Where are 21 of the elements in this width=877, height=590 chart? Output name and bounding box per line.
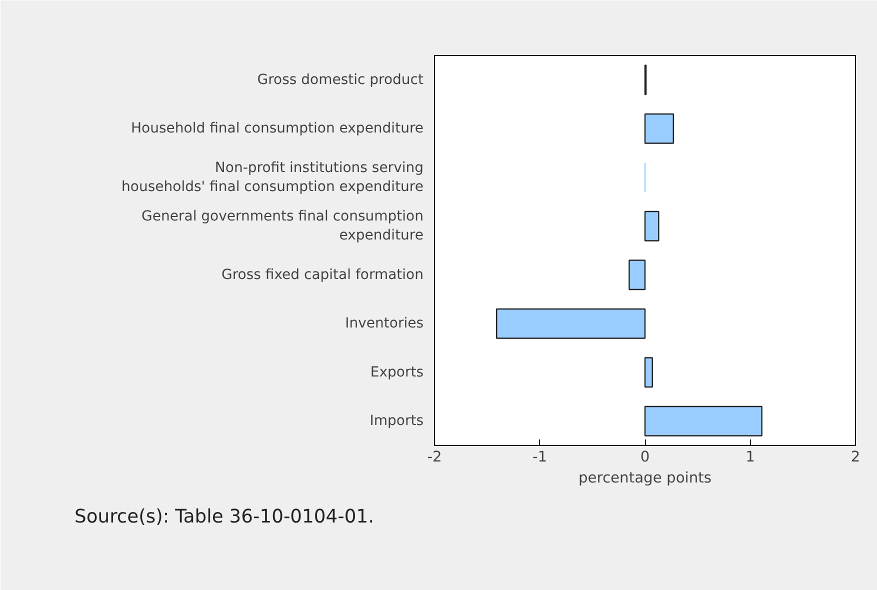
y-tick-label: Non-profit institutions serving households' final consumption expenditure (122, 160, 424, 195)
x-tick-label: 1 (746, 448, 755, 466)
y-tick-label: Inventories (345, 316, 424, 332)
x-tick-label: -2 (427, 448, 442, 466)
y-tick-label: Gross fixed capital formation (221, 266, 424, 283)
bar (644, 210, 660, 242)
x-tick-label: -1 (532, 448, 548, 466)
bar (644, 406, 762, 436)
bar (644, 357, 653, 388)
bar (644, 113, 674, 144)
y-tick-label: General governments final consumption expenditure (142, 208, 424, 244)
y-tick-label: Household final consumption expenditure (131, 120, 424, 137)
source-note: Source(s): Table 36-10-0104-01. (74, 506, 374, 528)
bar (496, 308, 646, 339)
x-tick-label: 2 (850, 448, 860, 466)
y-tick-label: Exports (370, 364, 424, 380)
x-axis-title: percentage points (578, 470, 712, 486)
bar (628, 260, 646, 290)
y-tick-label: Imports (370, 413, 424, 430)
y-tick-label: Gross domestic product (257, 72, 424, 88)
x-tick-label: 0 (640, 448, 650, 466)
